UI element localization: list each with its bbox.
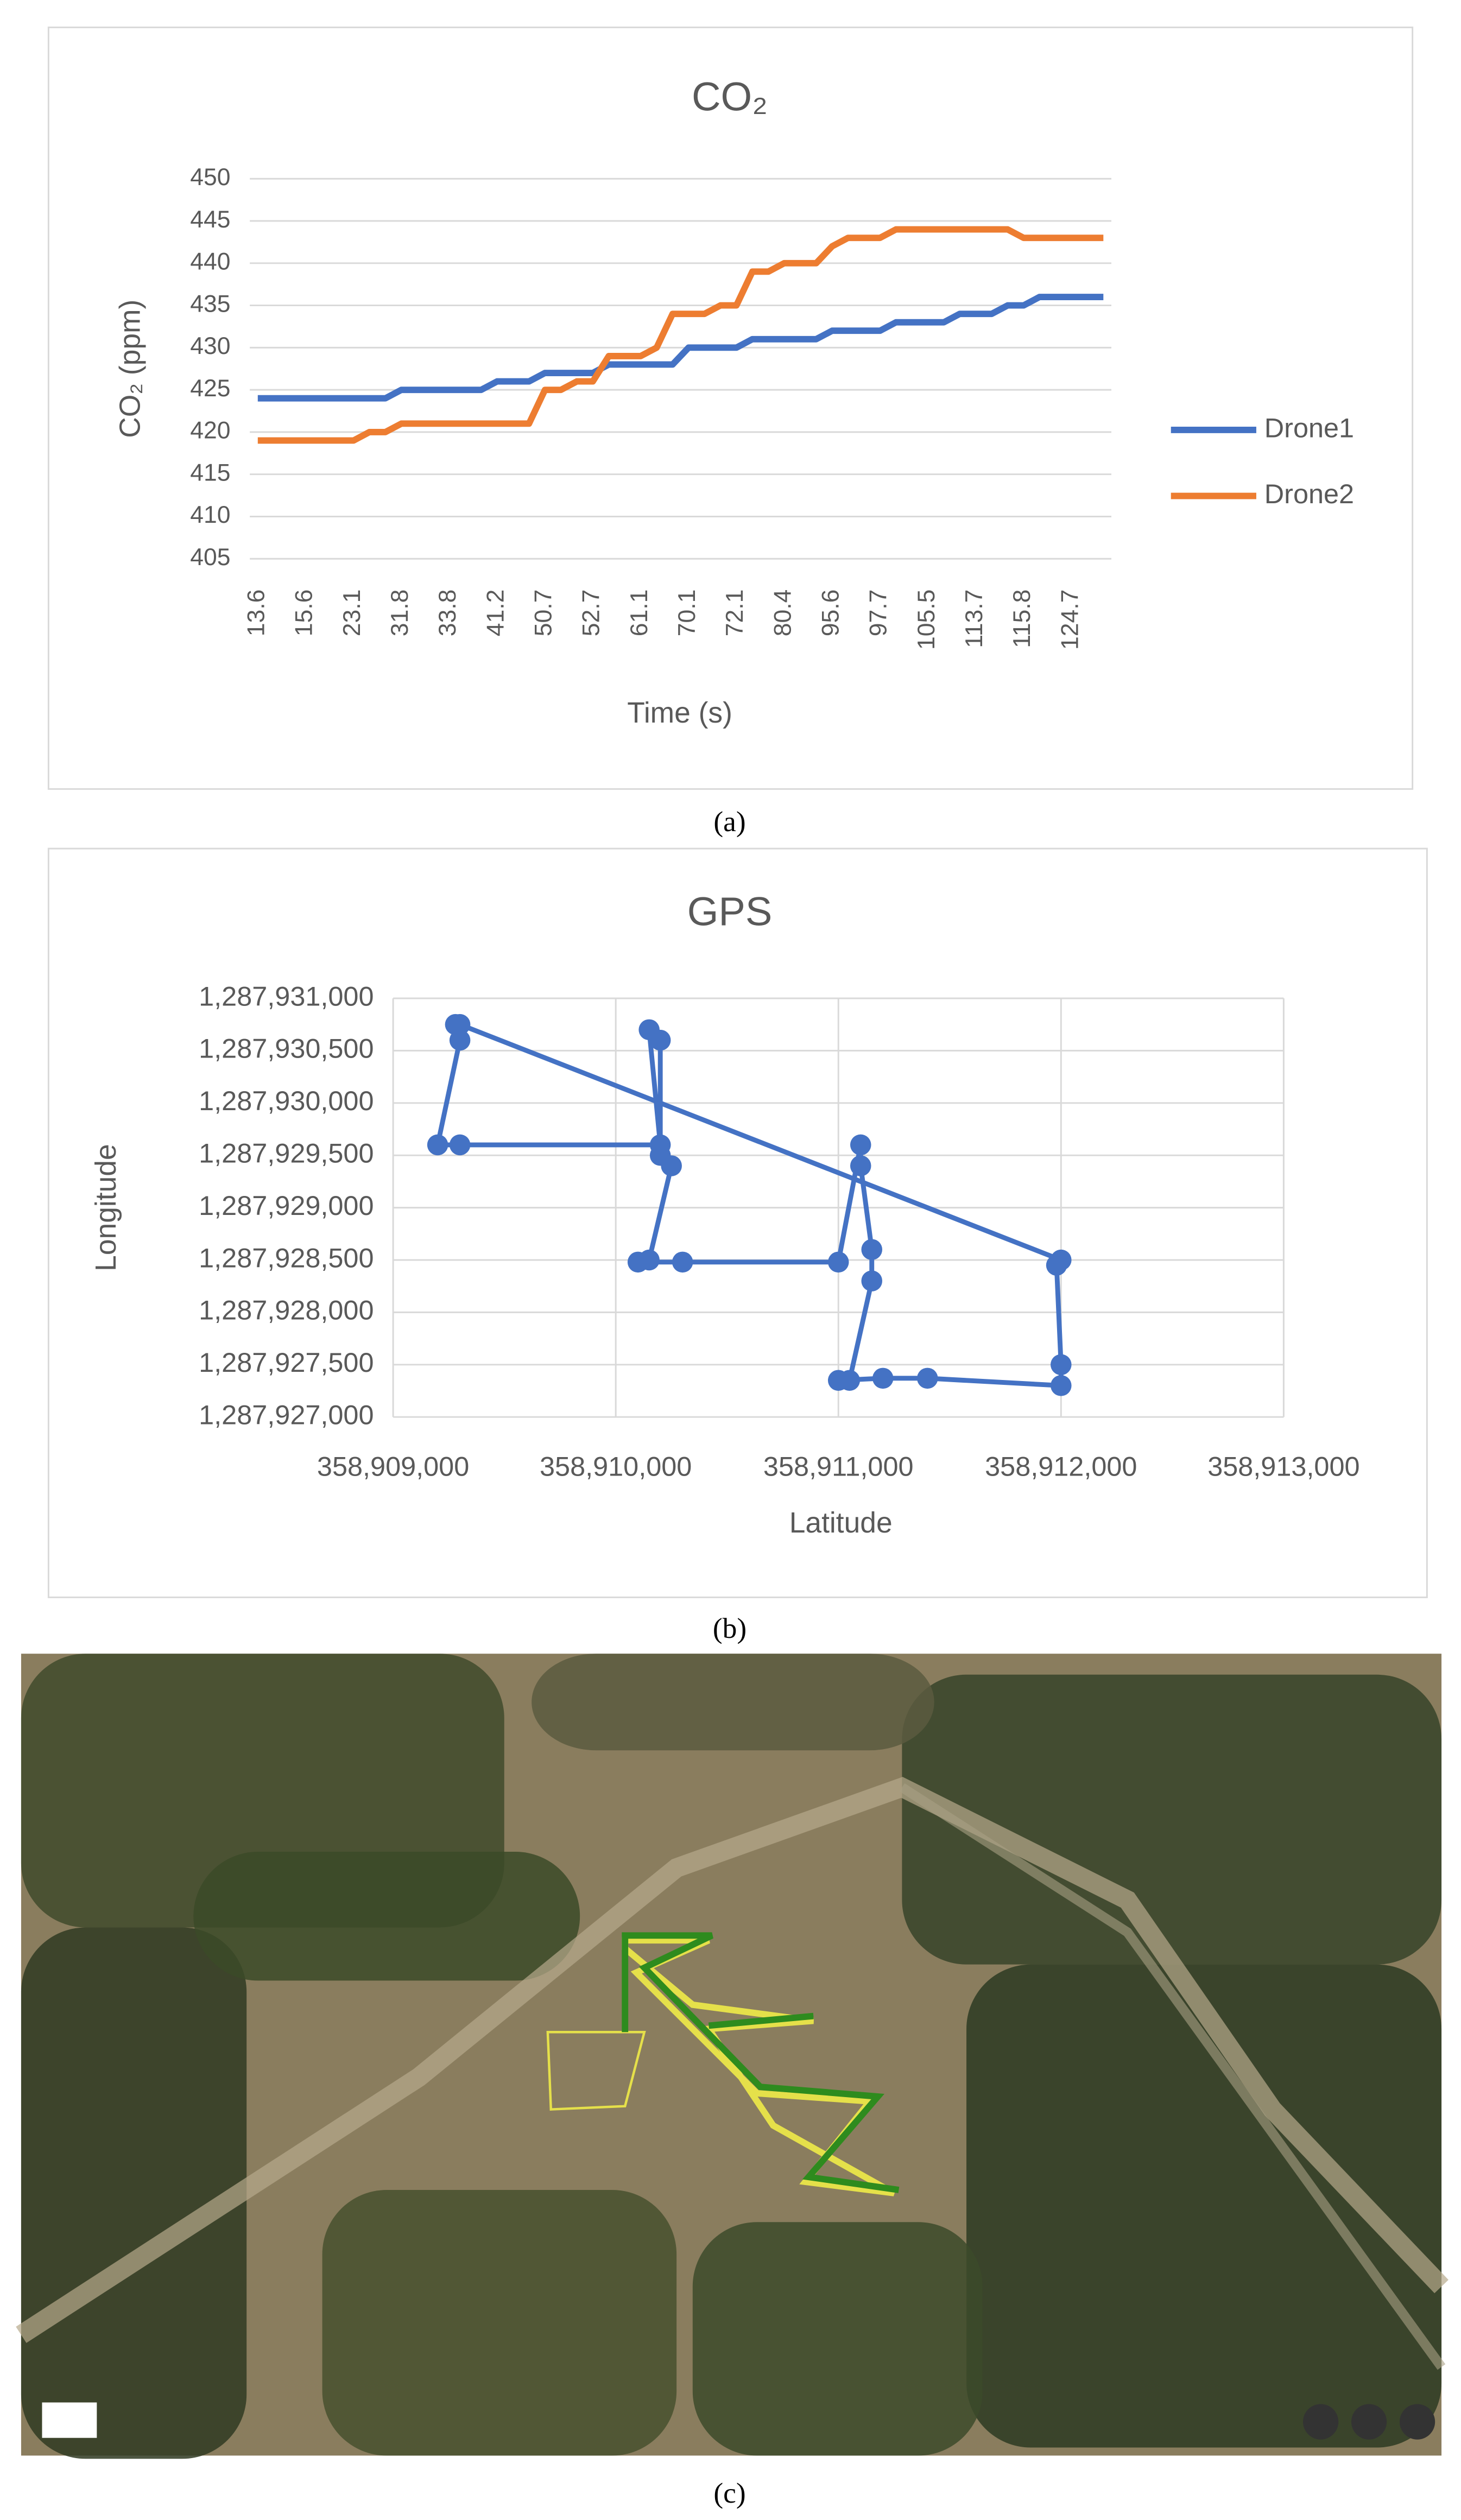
data-point <box>449 1134 471 1156</box>
terrain-patch <box>322 2189 677 2456</box>
y-tick-label: 445 <box>190 206 230 233</box>
data-line <box>434 1022 1065 1389</box>
data-point <box>861 1239 883 1260</box>
data-point <box>916 1367 938 1389</box>
y-tick-label: 1,287,929,500 <box>199 1138 374 1169</box>
data-point <box>449 1029 471 1051</box>
y-axis-label: Longitude <box>90 1144 122 1271</box>
data-point <box>627 1251 649 1273</box>
y-tick-label: 1,287,930,000 <box>199 1085 374 1116</box>
data-point <box>649 1029 671 1051</box>
x-tick-label: 358,909,000 <box>317 1451 469 1481</box>
map-control <box>1302 2404 1339 2440</box>
y-tick-label: 1,287,930,500 <box>199 1033 374 1064</box>
x-tick-label: 50.7 <box>530 590 557 637</box>
y-tick-label: 430 <box>190 333 230 359</box>
x-tick-label: 41.2 <box>482 590 509 637</box>
x-axis-label: Time (s) <box>627 697 732 729</box>
x-tick-label: 13.6 <box>243 590 270 637</box>
y-tick-label: 440 <box>190 249 230 275</box>
data-point <box>661 1155 682 1176</box>
data-point <box>827 1251 849 1273</box>
data-line <box>257 226 1104 444</box>
x-tick-label: 95.6 <box>817 590 844 637</box>
caption: (c) <box>713 2477 745 2509</box>
legend-label: Drone1 <box>1264 412 1354 443</box>
x-tick-label: 358,911,000 <box>763 1451 914 1481</box>
chart-frame <box>47 26 1414 790</box>
map-control <box>1399 2404 1435 2440</box>
y-tick-label: 415 <box>190 459 230 486</box>
data-line <box>257 294 1104 402</box>
flight-path <box>622 1932 900 2193</box>
legend-label: Drone2 <box>1264 478 1354 509</box>
y-tick-label: 1,287,929,000 <box>199 1190 374 1221</box>
x-tick-label: 80.4 <box>769 590 796 637</box>
y-tick-label: 1,287,931,000 <box>199 980 374 1011</box>
y-tick-label: 1,287,928,500 <box>199 1242 374 1273</box>
terrain-patch <box>902 1674 1442 1965</box>
data-point <box>850 1155 871 1176</box>
x-tick-label: 23.1 <box>339 590 365 637</box>
chart-title: GPS <box>687 889 773 934</box>
x-tick-label: 358,912,000 <box>985 1451 1137 1481</box>
y-tick-label: 450 <box>190 164 230 191</box>
x-tick-label: 15.6 <box>291 590 318 637</box>
terrain-patch <box>21 1927 247 2459</box>
chart-title: CO₂ <box>692 74 768 119</box>
data-point <box>1051 1249 1072 1271</box>
y-tick-label: 1,287,928,000 <box>199 1295 374 1326</box>
y-tick-label: 410 <box>190 502 230 528</box>
terrain-patch <box>966 1964 1442 2448</box>
road <box>899 1783 1446 2370</box>
x-tick-label: 61.1 <box>626 590 653 637</box>
x-tick-label: 52.7 <box>578 590 605 637</box>
x-tick-label: 358,910,000 <box>540 1451 692 1481</box>
map-control <box>1351 2404 1387 2440</box>
data-point <box>427 1134 448 1156</box>
x-axis-label: Latitude <box>789 1507 893 1539</box>
data-point <box>861 1270 883 1291</box>
data-point <box>872 1367 894 1389</box>
flight-path <box>546 2031 646 2111</box>
y-tick-label: 405 <box>190 544 230 571</box>
data-point <box>672 1251 693 1273</box>
x-tick-label: 358,913,000 <box>1207 1451 1359 1481</box>
terrain-patch <box>193 1852 580 1981</box>
x-tick-label: 70.1 <box>674 590 700 637</box>
chart-frame <box>47 847 1428 1598</box>
terrain-patch <box>692 2222 983 2456</box>
x-tick-label: 72.1 <box>722 590 748 637</box>
caption: (b) <box>713 1612 747 1644</box>
x-tick-label: 33.8 <box>434 590 461 637</box>
data-point <box>449 1014 471 1035</box>
y-tick-label: 420 <box>190 417 230 444</box>
data-point <box>1051 1354 1072 1376</box>
terrain-patch <box>532 1654 934 1751</box>
caption: (a) <box>713 805 745 838</box>
flight-path <box>622 1937 896 2196</box>
x-tick-label: 113.7 <box>961 590 988 648</box>
y-tick-label: 1,287,927,500 <box>199 1347 374 1378</box>
data-point <box>1051 1375 1072 1396</box>
x-tick-label: 105.5 <box>913 590 940 650</box>
y-axis-label: CO₂ (ppm) <box>115 300 147 438</box>
x-tick-label: 31.8 <box>387 590 413 637</box>
data-point <box>827 1370 849 1391</box>
data-point <box>850 1134 871 1156</box>
x-tick-label: 97.7 <box>865 590 892 637</box>
y-tick-label: 1,287,927,000 <box>199 1400 374 1430</box>
y-tick-label: 425 <box>190 375 230 402</box>
map-control <box>42 2402 97 2438</box>
y-tick-label: 435 <box>190 290 230 317</box>
x-tick-label: 115.8 <box>1009 590 1035 648</box>
x-tick-label: 124.7 <box>1057 590 1083 650</box>
